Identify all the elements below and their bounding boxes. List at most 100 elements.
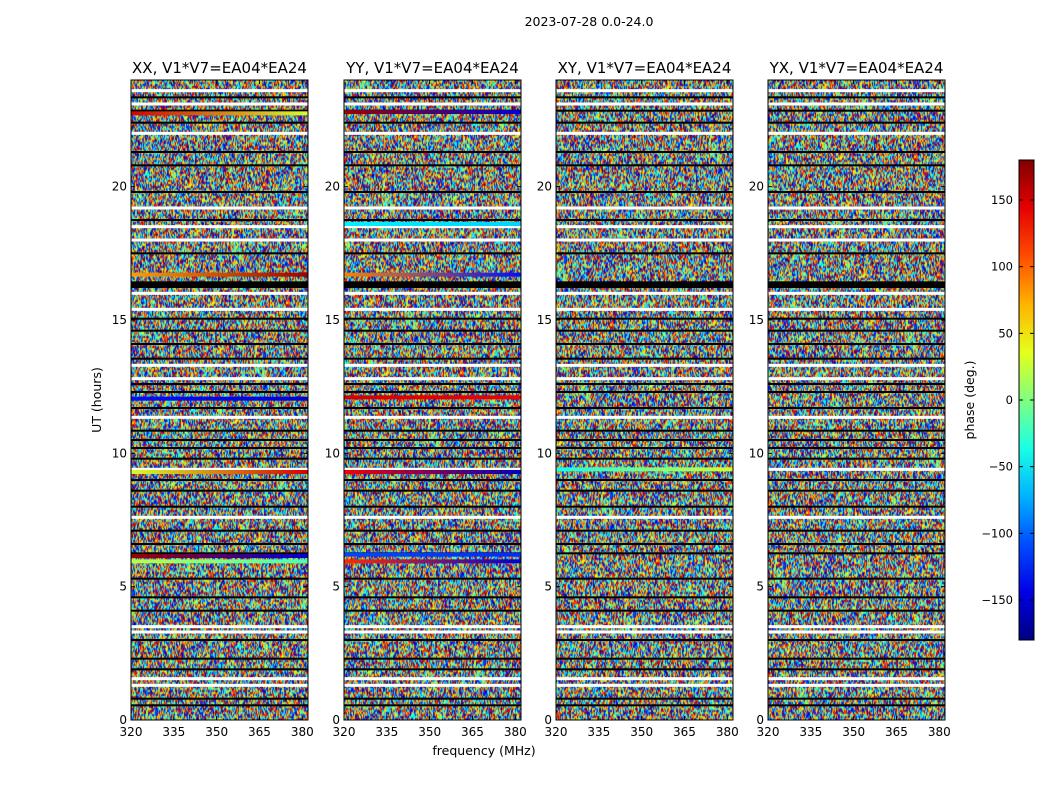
flagged-row (131, 683, 308, 687)
flagged-row (344, 307, 521, 311)
x-tick-label: 320 (757, 725, 780, 739)
masked-row (344, 252, 521, 255)
masked-row (768, 329, 945, 332)
masked-row (768, 552, 945, 555)
flagged-row (556, 630, 733, 634)
coherent-row (131, 559, 308, 564)
flagged-row (344, 377, 521, 381)
flagged-row (131, 238, 308, 242)
masked-row (344, 596, 521, 599)
panel-frame (555, 79, 734, 721)
masked-row (556, 596, 733, 599)
flagged-row (344, 515, 521, 519)
flagged-row (556, 363, 733, 367)
masked-row (768, 609, 945, 612)
masked-row (556, 577, 733, 580)
flagged-row (768, 238, 945, 242)
flagged-row (556, 131, 733, 135)
phase-noise (768, 80, 945, 720)
masked-row (768, 343, 945, 345)
flagged-row (344, 291, 521, 295)
flagged-row (344, 630, 521, 634)
masked-row (344, 407, 521, 409)
masked-row (556, 191, 733, 193)
x-tick-label: 335 (799, 725, 822, 739)
x-tick-label: 320 (545, 725, 568, 739)
panel-yy: YY, V1*V7=EA04*EA24 320 335 350 365 380 0 5 10 15… (325, 59, 527, 739)
panel-title: YY, V1*V7=EA04*EA24 (345, 59, 519, 77)
phase-noise (344, 80, 521, 720)
colorbar: −150 −100 −50 0 50 100 150 (981, 159, 1035, 641)
masked-row (768, 668, 945, 671)
masked-row (556, 317, 733, 320)
masked-row (556, 479, 733, 481)
flagged-row (556, 238, 733, 242)
masked-row (768, 479, 945, 481)
masked-row (131, 697, 308, 700)
masked-row (131, 668, 308, 671)
masked-row (768, 704, 945, 707)
flagged-row (344, 102, 521, 106)
masked-row (556, 429, 733, 432)
flagged-row (344, 467, 521, 471)
x-tick-label: 335 (375, 725, 398, 739)
masked-row (556, 407, 733, 409)
masked-row (344, 668, 521, 671)
flagged-row (556, 206, 733, 210)
y-tick-label: 5 (544, 580, 552, 594)
coherent-row (131, 396, 308, 401)
colorbar-tick-label: 100 (991, 260, 1013, 274)
coherent-row (556, 467, 733, 472)
masked-row (131, 109, 308, 112)
flagged-row (768, 467, 945, 471)
masked-row (556, 529, 733, 532)
y-tick-label: 5 (119, 580, 127, 594)
masked-row (768, 596, 945, 599)
masked-row (131, 151, 308, 153)
masked-row (768, 121, 945, 124)
masked-row (344, 704, 521, 707)
masked-row (556, 697, 733, 700)
masked-row (556, 96, 733, 99)
x-tick-label: 365 (461, 725, 484, 739)
masked-row (556, 505, 733, 508)
flagged-row (556, 291, 733, 295)
masked-row (556, 657, 733, 660)
masked-row (768, 191, 945, 193)
colorbar-tick-label: −100 (981, 526, 1013, 540)
masked-row (556, 391, 733, 393)
y-tick-label: 0 (119, 713, 127, 727)
panel-title: XY, V1*V7=EA04*EA24 (558, 59, 732, 77)
y-tick-label: 20 (112, 180, 127, 194)
masked-row (768, 429, 945, 432)
x-axis-label: frequency (MHz) (432, 743, 535, 758)
x-tick-label: 380 (504, 725, 527, 739)
x-tick-label: 380 (928, 725, 951, 739)
flagged-row (131, 630, 308, 634)
masked-row (344, 429, 521, 432)
masked-row (131, 329, 308, 332)
masked-row (344, 479, 521, 481)
x-tick-label: 350 (630, 725, 653, 739)
y-tick-label: 10 (112, 446, 127, 460)
masked-row (768, 457, 945, 460)
masked-row (556, 252, 733, 255)
masked-row (556, 552, 733, 555)
masked-row (344, 439, 521, 441)
x-tick-label: 320 (333, 725, 356, 739)
masked-row (556, 439, 733, 441)
panel-title: YX, V1*V7=EA04*EA24 (769, 59, 944, 77)
coherent-row (131, 470, 308, 474)
masked-row (768, 489, 945, 492)
coherent-row (344, 552, 521, 557)
x-tick-label: 365 (248, 725, 271, 739)
y-tick-label: 20 (749, 180, 764, 194)
flagged-row (344, 415, 521, 419)
flagged-row (556, 515, 733, 519)
panel-title: XX, V1*V7=EA04*EA24 (132, 59, 307, 77)
masked-row (131, 447, 308, 449)
coherent-row (344, 559, 521, 564)
masked-row (768, 151, 945, 153)
masked-row (344, 191, 521, 193)
